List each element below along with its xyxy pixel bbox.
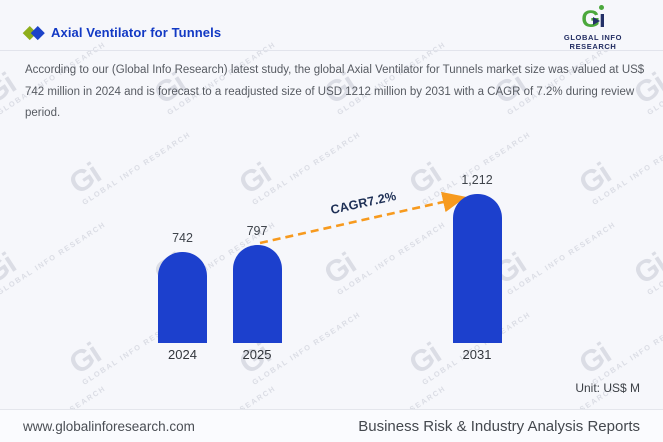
logo-i-dot-icon [598, 5, 604, 10]
bar-value-label-2031: 1,212 [461, 173, 493, 187]
page-title: Axial Ventilator for Tunnels [51, 25, 222, 40]
market-description: According to our (Global Info Research) … [25, 60, 645, 125]
description-line-2: 742 million in 2024 and is forecast to a… [25, 85, 635, 98]
bar-2031 [452, 194, 502, 343]
footer-tagline: Business Risk & Industry Analysis Report… [358, 417, 640, 435]
watermark-text: GLOBAL INFO RESEARCH [645, 40, 663, 117]
description-line-1: According to our (Global Info Research) … [25, 64, 645, 76]
logo-letter-g: G [581, 6, 600, 33]
bar-chart: 742 797 1,212 [0, 150, 663, 343]
logo-letter-i: ı [598, 5, 606, 33]
gir-logo-wordmark: GLOBAL INFO RESEARCH [563, 33, 623, 51]
title-row: Axial Ventilator for Tunnels [23, 25, 222, 40]
footer-bar: www.globalinforesearch.com Business Risk… [0, 409, 663, 442]
unit-label: Unit: US$ M [575, 381, 640, 395]
cagr-trend-arrow [259, 191, 467, 245]
bar-2025 [232, 245, 282, 343]
x-axis-label-2031: 2031 [462, 347, 492, 362]
description-line-3: period. [25, 107, 61, 119]
x-axis-label-2025: 2025 [242, 347, 272, 362]
diamond-icon [23, 25, 45, 40]
bar-2024 [158, 252, 207, 343]
bar-value-label-2024: 742 [172, 231, 193, 245]
header-divider [0, 50, 663, 51]
diamond-blue-icon [31, 25, 45, 39]
logo-i-stem: ı [599, 6, 606, 33]
footer-website-link[interactable]: www.globalinforesearch.com [23, 418, 195, 434]
bar-value-label-2025: 797 [246, 224, 268, 238]
x-axis-label-2024: 2024 [168, 347, 197, 362]
logo-arrow-icon [593, 17, 601, 25]
